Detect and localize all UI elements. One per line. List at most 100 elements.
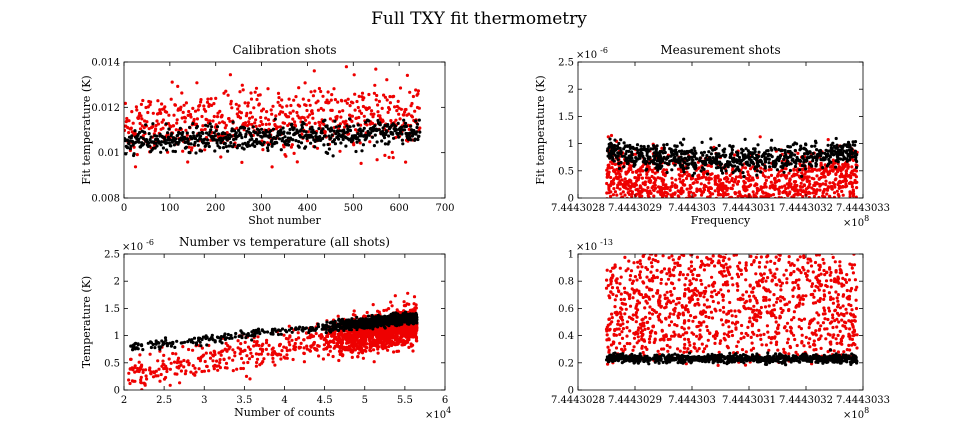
- data-point: [206, 141, 210, 145]
- data-point: [373, 133, 377, 137]
- data-point: [832, 196, 836, 198]
- data-point: [798, 184, 803, 189]
- data-point: [248, 347, 252, 351]
- data-point: [750, 155, 754, 159]
- data-point: [361, 143, 365, 147]
- data-point: [631, 159, 636, 163]
- data-point: [337, 349, 342, 353]
- data-point: [384, 338, 388, 342]
- data-point: [787, 199, 790, 202]
- data-point: [231, 348, 235, 352]
- data-point: [690, 158, 695, 162]
- data-point: [846, 140, 851, 144]
- data-point: [825, 192, 829, 196]
- data-point: [362, 96, 366, 100]
- data-point: [193, 373, 197, 377]
- data-point: [750, 178, 755, 182]
- data-point: [645, 167, 649, 171]
- data-point: [405, 302, 409, 306]
- data-point: [223, 141, 227, 146]
- data-point: [855, 159, 859, 164]
- data-point: [773, 159, 778, 163]
- data-point: [407, 112, 411, 116]
- data-point: [685, 187, 689, 191]
- data-point: [139, 114, 143, 118]
- data-point: [295, 160, 299, 164]
- data-point: [292, 151, 296, 155]
- data-point: [212, 114, 216, 119]
- data-point: [815, 181, 819, 185]
- data-point: [291, 357, 295, 362]
- data-point: [247, 122, 251, 126]
- data-point: [278, 125, 282, 129]
- data-point: [181, 130, 185, 135]
- data-point: [264, 347, 268, 351]
- data-point: [848, 194, 852, 198]
- data-point: [334, 125, 338, 129]
- data-point: [325, 345, 330, 349]
- data-point: [307, 121, 311, 125]
- data-point: [316, 99, 320, 103]
- data-point: [288, 343, 292, 347]
- data-point: [381, 126, 385, 130]
- data-point: [250, 122, 254, 127]
- data-point: [821, 166, 825, 170]
- data-point: [769, 146, 773, 150]
- data-point: [677, 223, 680, 226]
- data-point: [221, 146, 226, 150]
- data-point: [392, 136, 396, 140]
- data-point: [257, 128, 261, 132]
- data-point: [343, 99, 348, 103]
- data-point: [694, 178, 698, 182]
- data-point: [792, 193, 796, 197]
- data-point: [653, 171, 657, 175]
- data-point: [326, 151, 330, 155]
- data-point: [248, 377, 252, 381]
- y-tick-label: 2: [568, 85, 574, 96]
- data-point: [346, 97, 350, 101]
- data-point: [177, 366, 181, 370]
- data-point: [339, 115, 343, 119]
- data-point: [717, 155, 721, 159]
- data-point: [632, 164, 636, 168]
- data-point: [304, 130, 308, 134]
- data-point: [670, 195, 674, 198]
- data-point: [676, 167, 681, 171]
- data-point: [708, 190, 712, 195]
- data-point: [326, 127, 331, 131]
- data-point: [265, 338, 269, 342]
- data-point: [611, 178, 616, 182]
- data-point: [290, 143, 294, 147]
- data-point: [141, 98, 145, 103]
- data-point: [725, 179, 729, 183]
- data-point: [145, 377, 149, 381]
- x-tick-label: 700: [435, 203, 454, 214]
- data-point: [638, 186, 642, 190]
- data-point: [188, 151, 192, 155]
- data-point: [180, 91, 184, 95]
- data-point: [333, 142, 337, 146]
- data-point: [130, 110, 134, 114]
- data-point: [176, 133, 180, 137]
- data-point: [404, 121, 408, 125]
- data-point: [367, 106, 371, 110]
- data-point: [802, 183, 806, 187]
- data-point: [144, 374, 148, 378]
- data-point: [623, 193, 627, 197]
- data-point: [780, 169, 784, 173]
- data-point: [184, 369, 188, 373]
- data-point: [674, 178, 678, 182]
- data-point: [298, 104, 302, 108]
- data-point: [353, 108, 357, 112]
- data-point: [734, 158, 739, 162]
- data-point: [321, 136, 325, 141]
- data-point: [661, 191, 665, 195]
- data-point: [844, 150, 849, 154]
- data-point: [194, 370, 198, 374]
- data-point: [717, 143, 721, 148]
- data-point: [766, 227, 769, 230]
- data-point: [317, 86, 321, 91]
- x-tick-label: 400: [298, 203, 317, 214]
- data-point: [851, 140, 855, 144]
- data-point: [841, 193, 845, 197]
